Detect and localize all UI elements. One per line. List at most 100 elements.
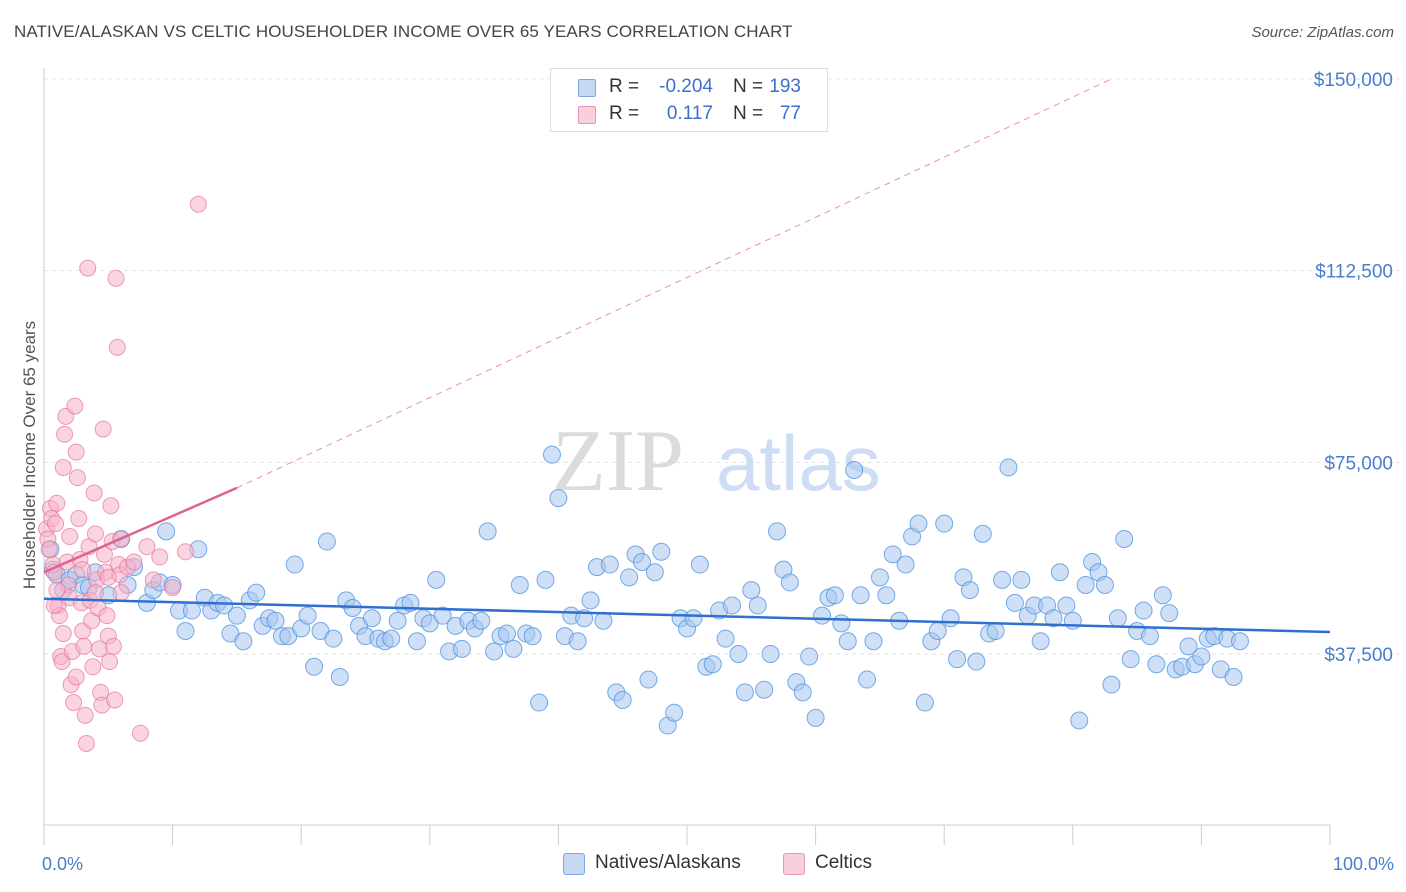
data-point-natives <box>1179 637 1198 656</box>
data-point-natives <box>941 609 960 628</box>
bottom-legend-label-celtics: Celtics <box>815 852 873 873</box>
data-point-celtics <box>76 706 94 724</box>
data-point-natives <box>832 614 851 633</box>
gridlines <box>44 78 1400 655</box>
data-point-natives <box>986 622 1005 640</box>
data-point-natives <box>1134 601 1153 620</box>
data-point-natives <box>581 591 600 610</box>
data-point-natives <box>182 601 201 620</box>
data-point-celtics <box>65 694 83 712</box>
data-point-natives <box>967 652 986 671</box>
data-point-natives <box>1102 675 1121 694</box>
data-point-celtics <box>48 581 66 599</box>
data-point-natives <box>215 596 234 615</box>
data-point-natives <box>427 570 446 589</box>
data-point-celtics <box>56 425 74 443</box>
data-point-natives <box>993 570 1012 589</box>
data-point-natives <box>1192 647 1211 666</box>
data-point-natives <box>690 555 709 574</box>
data-point-natives <box>530 693 549 712</box>
data-point-natives <box>1121 650 1140 669</box>
y-tick-label: $75,000 <box>1324 453 1393 474</box>
data-point-celtics <box>66 397 84 415</box>
data-point-celtics <box>131 724 149 742</box>
data-point-natives <box>806 708 825 727</box>
legend-r-value: -0.204 <box>659 76 713 97</box>
axes <box>43 68 1331 845</box>
data-point-natives <box>1057 596 1076 615</box>
data-point-natives <box>870 568 889 587</box>
legend-row-natives: R = -0.204 N = 193 <box>551 74 827 100</box>
data-point-celtics <box>99 568 117 586</box>
data-point-celtics <box>125 553 143 571</box>
data-point-natives <box>1012 570 1031 589</box>
data-point-natives <box>896 555 915 574</box>
data-point-natives <box>825 586 844 605</box>
data-point-natives <box>915 693 934 712</box>
data-point-natives <box>639 670 658 689</box>
data-point-natives <box>1153 586 1172 605</box>
legend-swatch-natives <box>578 79 596 97</box>
data-point-natives <box>1050 563 1069 582</box>
data-point-celtics <box>98 607 116 625</box>
data-point-natives <box>549 489 568 508</box>
data-point-natives <box>845 461 864 479</box>
data-point-natives <box>478 522 497 541</box>
bottom-legend-swatch-celtics <box>783 853 805 875</box>
data-point-natives <box>1230 632 1249 651</box>
x-tick-label: 0.0% <box>42 854 83 874</box>
y-tick-label: $150,000 <box>1314 70 1393 91</box>
data-point-celtics <box>138 538 156 556</box>
data-point-natives <box>1160 604 1179 623</box>
data-point-natives <box>600 555 619 574</box>
data-point-natives <box>877 586 896 605</box>
data-point-natives <box>1140 627 1159 646</box>
data-point-natives <box>568 632 587 651</box>
data-point-celtics <box>77 734 95 752</box>
data-point-natives <box>234 632 253 651</box>
data-point-natives <box>948 650 967 669</box>
data-point-natives <box>742 581 761 600</box>
data-point-natives <box>452 639 471 658</box>
data-point-celtics <box>61 527 79 545</box>
data-point-natives <box>703 655 722 674</box>
data-point-celtics <box>104 637 122 655</box>
data-point-natives <box>960 581 979 600</box>
data-point-natives <box>305 657 324 676</box>
y-tick-label: $112,500 <box>1315 262 1393 283</box>
data-point-natives <box>536 570 555 589</box>
data-point-natives <box>1115 530 1134 548</box>
data-point-natives <box>247 583 266 602</box>
data-point-natives <box>1044 609 1063 628</box>
data-point-natives <box>317 532 336 551</box>
data-point-celtics <box>74 561 92 579</box>
trend-lines <box>43 78 1331 634</box>
data-point-natives <box>909 514 928 533</box>
legend-row-celtics: R = 0.117 N = 77 <box>551 101 827 127</box>
data-point-celtics <box>94 420 112 438</box>
data-point-natives <box>1147 655 1166 674</box>
data-point-natives <box>1108 609 1127 628</box>
x-tick-labels: 0.0% 100.0% <box>42 854 1394 874</box>
data-point-natives <box>510 576 529 594</box>
data-point-natives <box>793 683 812 702</box>
data-point-celtics <box>86 584 104 602</box>
data-point-celtics <box>67 443 85 461</box>
data-point-celtics <box>101 653 119 671</box>
data-point-natives <box>864 632 883 651</box>
legend-n-label: N = <box>733 103 764 124</box>
data-point-natives <box>1224 668 1243 686</box>
data-point-celtics <box>70 510 88 528</box>
data-point-natives <box>1076 576 1095 594</box>
legend-r-value: 0.117 <box>666 103 713 124</box>
data-point-natives <box>665 703 684 722</box>
data-point-natives <box>620 568 639 587</box>
series-celtics <box>38 195 207 752</box>
data-point-natives <box>813 606 832 625</box>
data-point-celtics <box>85 484 103 502</box>
watermark-zip: ZIP <box>552 413 684 510</box>
data-point-natives <box>838 632 857 651</box>
data-point-celtics <box>108 338 126 356</box>
trend-line-natives <box>43 597 1331 634</box>
legend-n-value: 77 <box>779 103 801 124</box>
